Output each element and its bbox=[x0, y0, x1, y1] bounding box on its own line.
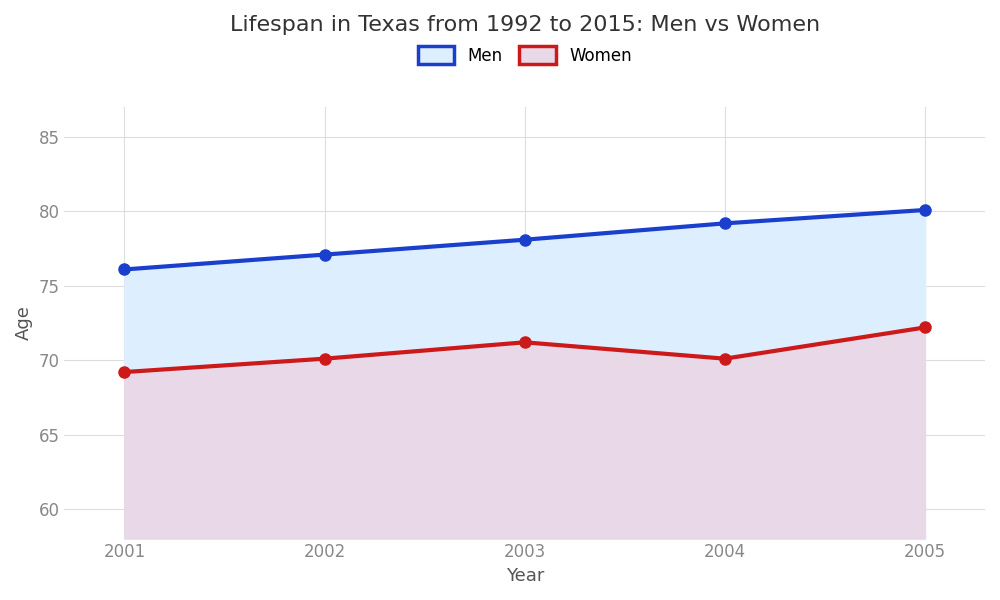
Line: Men: Men bbox=[119, 205, 931, 275]
Women bbox=[719, 355, 731, 362]
Women bbox=[319, 355, 331, 362]
Title: Lifespan in Texas from 1992 to 2015: Men vs Women: Lifespan in Texas from 1992 to 2015: Men… bbox=[230, 15, 820, 35]
Y-axis label: Age: Age bbox=[15, 305, 33, 340]
Men bbox=[118, 266, 130, 273]
Women bbox=[118, 368, 130, 376]
Women bbox=[519, 339, 531, 346]
Legend: Men, Women: Men, Women bbox=[409, 38, 640, 73]
Men bbox=[919, 206, 931, 214]
Men bbox=[319, 251, 331, 258]
X-axis label: Year: Year bbox=[506, 567, 544, 585]
Women bbox=[919, 324, 931, 331]
Line: Women: Women bbox=[119, 322, 931, 377]
Men bbox=[719, 220, 731, 227]
Men bbox=[519, 236, 531, 244]
